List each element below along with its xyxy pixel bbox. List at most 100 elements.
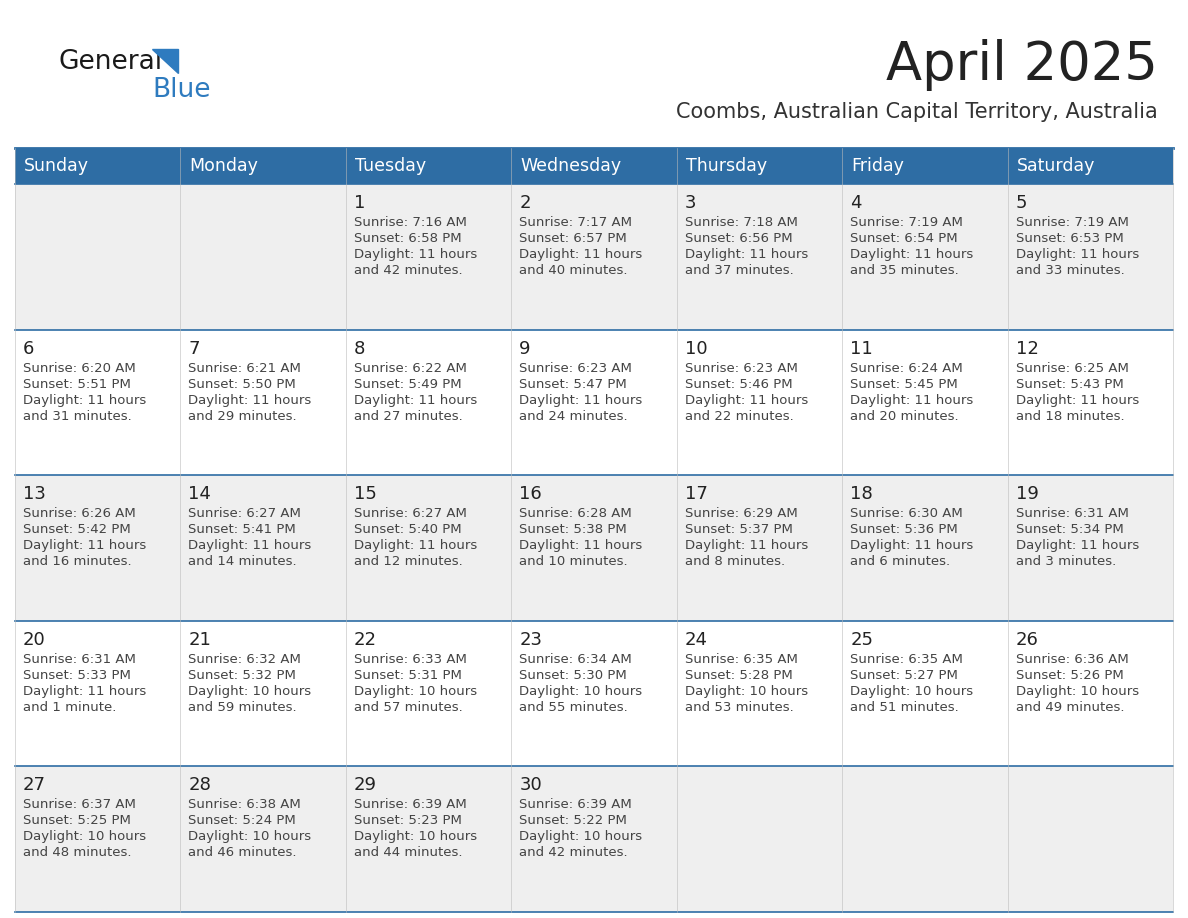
Text: 21: 21 (189, 631, 211, 649)
Text: Daylight: 11 hours: Daylight: 11 hours (354, 539, 478, 553)
Bar (181, 476, 346, 621)
Text: 29: 29 (354, 777, 377, 794)
Text: 27: 27 (23, 777, 46, 794)
Text: and 31 minutes.: and 31 minutes. (23, 409, 132, 422)
Bar (346, 621, 511, 767)
Text: 19: 19 (1016, 486, 1038, 503)
Text: Sunset: 5:47 PM: Sunset: 5:47 PM (519, 377, 627, 390)
Text: Sunrise: 6:20 AM: Sunrise: 6:20 AM (23, 362, 135, 375)
Text: and 1 minute.: and 1 minute. (23, 700, 116, 714)
Text: Daylight: 11 hours: Daylight: 11 hours (1016, 248, 1139, 261)
Bar (511, 621, 677, 767)
Bar (677, 767, 842, 912)
Text: 9: 9 (519, 340, 531, 358)
Text: 30: 30 (519, 777, 542, 794)
Text: Daylight: 11 hours: Daylight: 11 hours (1016, 539, 1139, 553)
Bar (181, 621, 346, 767)
Text: and 14 minutes.: and 14 minutes. (189, 555, 297, 568)
Text: 6: 6 (23, 340, 34, 358)
Text: Daylight: 11 hours: Daylight: 11 hours (684, 248, 808, 261)
Text: Daylight: 10 hours: Daylight: 10 hours (851, 685, 973, 698)
Bar (677, 148, 842, 184)
Text: and 46 minutes.: and 46 minutes. (189, 846, 297, 859)
Text: Daylight: 10 hours: Daylight: 10 hours (189, 685, 311, 698)
Text: Sunrise: 6:31 AM: Sunrise: 6:31 AM (1016, 508, 1129, 521)
Bar (15, 767, 181, 912)
Bar (677, 621, 842, 767)
Text: Sunset: 5:36 PM: Sunset: 5:36 PM (851, 523, 958, 536)
Text: and 53 minutes.: and 53 minutes. (684, 700, 794, 714)
Text: 28: 28 (189, 777, 211, 794)
Text: Daylight: 10 hours: Daylight: 10 hours (1016, 685, 1138, 698)
Bar (511, 148, 677, 184)
Text: Daylight: 10 hours: Daylight: 10 hours (189, 831, 311, 844)
Bar (15, 476, 181, 621)
Text: Sunset: 5:49 PM: Sunset: 5:49 PM (354, 377, 461, 390)
Text: Sunrise: 6:26 AM: Sunrise: 6:26 AM (23, 508, 135, 521)
Text: 18: 18 (851, 486, 873, 503)
Bar (677, 330, 842, 476)
Text: 22: 22 (354, 631, 377, 649)
Bar (15, 148, 181, 184)
Text: Daylight: 11 hours: Daylight: 11 hours (519, 539, 643, 553)
Text: Sunset: 6:56 PM: Sunset: 6:56 PM (684, 232, 792, 245)
Text: and 57 minutes.: and 57 minutes. (354, 700, 462, 714)
Text: Sunrise: 6:33 AM: Sunrise: 6:33 AM (354, 653, 467, 666)
Bar (842, 767, 1007, 912)
Text: Daylight: 11 hours: Daylight: 11 hours (851, 539, 973, 553)
Text: and 16 minutes.: and 16 minutes. (23, 555, 132, 568)
Text: 14: 14 (189, 486, 211, 503)
Text: Sunrise: 6:37 AM: Sunrise: 6:37 AM (23, 799, 135, 812)
Text: Sunrise: 6:30 AM: Sunrise: 6:30 AM (851, 508, 963, 521)
Text: Sunset: 5:43 PM: Sunset: 5:43 PM (1016, 377, 1124, 390)
Text: Daylight: 11 hours: Daylight: 11 hours (851, 248, 973, 261)
Text: Sunset: 6:58 PM: Sunset: 6:58 PM (354, 232, 461, 245)
Bar (842, 621, 1007, 767)
Text: Daylight: 11 hours: Daylight: 11 hours (354, 394, 478, 407)
Text: Tuesday: Tuesday (355, 157, 426, 175)
Text: Sunset: 6:54 PM: Sunset: 6:54 PM (851, 232, 958, 245)
Text: Daylight: 11 hours: Daylight: 11 hours (519, 394, 643, 407)
Text: Saturday: Saturday (1017, 157, 1095, 175)
Text: and 27 minutes.: and 27 minutes. (354, 409, 462, 422)
Text: Daylight: 10 hours: Daylight: 10 hours (519, 685, 643, 698)
Bar (15, 621, 181, 767)
Text: Sunset: 5:37 PM: Sunset: 5:37 PM (684, 523, 792, 536)
Text: April 2025: April 2025 (886, 39, 1158, 91)
Text: Sunrise: 6:35 AM: Sunrise: 6:35 AM (851, 653, 963, 666)
Text: Blue: Blue (152, 77, 210, 103)
Text: 20: 20 (23, 631, 46, 649)
Text: Daylight: 11 hours: Daylight: 11 hours (519, 248, 643, 261)
Bar (1007, 476, 1173, 621)
Text: Daylight: 10 hours: Daylight: 10 hours (23, 831, 146, 844)
Text: Friday: Friday (851, 157, 904, 175)
Text: Sunrise: 6:34 AM: Sunrise: 6:34 AM (519, 653, 632, 666)
Bar (1007, 148, 1173, 184)
Bar (1007, 184, 1173, 330)
Text: and 51 minutes.: and 51 minutes. (851, 700, 959, 714)
Text: 2: 2 (519, 194, 531, 212)
Text: 12: 12 (1016, 340, 1038, 358)
Text: and 12 minutes.: and 12 minutes. (354, 555, 462, 568)
Text: and 55 minutes.: and 55 minutes. (519, 700, 628, 714)
Text: Sunset: 5:28 PM: Sunset: 5:28 PM (684, 669, 792, 682)
Text: Daylight: 10 hours: Daylight: 10 hours (519, 831, 643, 844)
Text: 3: 3 (684, 194, 696, 212)
Text: Daylight: 11 hours: Daylight: 11 hours (23, 685, 146, 698)
Bar (677, 476, 842, 621)
Text: Daylight: 10 hours: Daylight: 10 hours (354, 685, 478, 698)
Text: 13: 13 (23, 486, 46, 503)
Text: Sunset: 6:57 PM: Sunset: 6:57 PM (519, 232, 627, 245)
Bar (842, 476, 1007, 621)
Text: Sunday: Sunday (24, 157, 89, 175)
Text: 24: 24 (684, 631, 708, 649)
Text: and 49 minutes.: and 49 minutes. (1016, 700, 1124, 714)
Bar (842, 330, 1007, 476)
Text: and 40 minutes.: and 40 minutes. (519, 264, 627, 277)
Text: and 20 minutes.: and 20 minutes. (851, 409, 959, 422)
Text: Sunrise: 6:29 AM: Sunrise: 6:29 AM (684, 508, 797, 521)
Bar (181, 330, 346, 476)
Text: Sunrise: 6:32 AM: Sunrise: 6:32 AM (189, 653, 302, 666)
Text: Sunrise: 6:21 AM: Sunrise: 6:21 AM (189, 362, 302, 375)
Bar (15, 184, 181, 330)
